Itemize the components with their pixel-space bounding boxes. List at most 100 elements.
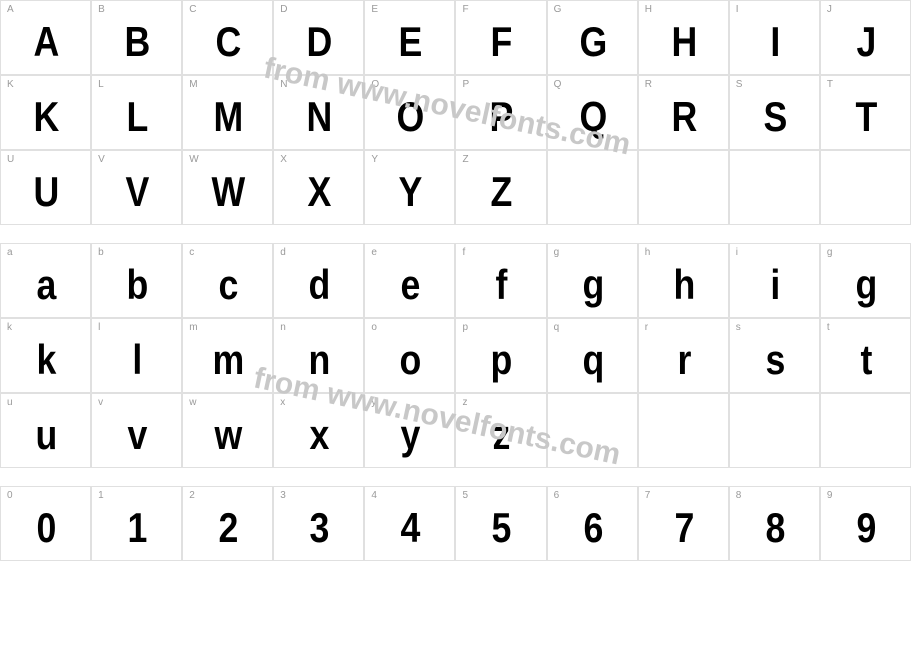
glyph-cell: LL xyxy=(91,75,182,150)
glyph-char: T xyxy=(833,80,899,138)
glyph-cell: vv xyxy=(91,393,182,468)
glyph-cell: QQ xyxy=(547,75,638,150)
glyph-label: l xyxy=(98,322,100,333)
glyph-char: h xyxy=(650,248,716,306)
glyph-char: i xyxy=(742,248,808,306)
glyph-cell xyxy=(729,150,820,225)
glyph-cell: PP xyxy=(455,75,546,150)
glyph-char: 1 xyxy=(104,491,170,549)
glyph-char: m xyxy=(195,323,261,381)
glyph-char: Y xyxy=(377,155,443,213)
glyph-char: 5 xyxy=(468,491,534,549)
glyph-char: I xyxy=(742,5,808,63)
glyph-char: s xyxy=(742,323,808,381)
glyph-char: 6 xyxy=(559,491,625,549)
glyph-cell: ww xyxy=(182,393,273,468)
glyph-cell: hh xyxy=(638,243,729,318)
glyph-cell xyxy=(547,393,638,468)
glyph-cell: BB xyxy=(91,0,182,75)
glyph-cell: 99 xyxy=(820,486,911,561)
glyph-label: a xyxy=(7,247,13,258)
glyph-cell: oo xyxy=(364,318,455,393)
glyph-cell: 77 xyxy=(638,486,729,561)
glyph-char: G xyxy=(559,5,625,63)
glyph-char: R xyxy=(650,80,716,138)
glyph-grid: 00112233445566778899 xyxy=(0,486,911,561)
glyph-char: c xyxy=(195,248,261,306)
glyph-char: V xyxy=(104,155,170,213)
glyph-label: g xyxy=(827,247,833,258)
glyph-char: H xyxy=(650,5,716,63)
glyph-char: P xyxy=(468,80,534,138)
glyph-char: 8 xyxy=(742,491,808,549)
glyph-cell: gg xyxy=(820,243,911,318)
glyph-label: r xyxy=(645,322,648,333)
glyph-cell: dd xyxy=(273,243,364,318)
glyph-cell: 11 xyxy=(91,486,182,561)
glyph-char xyxy=(650,155,716,171)
glyph-cell: 22 xyxy=(182,486,273,561)
glyph-cell: JJ xyxy=(820,0,911,75)
glyph-label: y xyxy=(371,397,376,408)
glyph-section: aabbccddeeffgghhiiggkkllmmnnooppqqrrsstt… xyxy=(0,243,911,468)
glyph-char: 0 xyxy=(13,491,79,549)
section-gap xyxy=(0,468,911,486)
glyph-char: y xyxy=(377,398,443,456)
glyph-label: 6 xyxy=(554,490,560,501)
glyph-cell: 44 xyxy=(364,486,455,561)
glyph-char: f xyxy=(468,248,534,306)
glyph-cell: WW xyxy=(182,150,273,225)
glyph-char xyxy=(650,398,716,414)
glyph-cell: mm xyxy=(182,318,273,393)
glyph-char xyxy=(742,398,808,414)
glyph-cell xyxy=(638,393,729,468)
glyph-char: k xyxy=(13,323,79,381)
glyph-char xyxy=(833,398,899,414)
glyph-cell: RR xyxy=(638,75,729,150)
glyph-cell xyxy=(638,150,729,225)
glyph-cell: KK xyxy=(0,75,91,150)
glyph-cell: ll xyxy=(91,318,182,393)
glyph-char: v xyxy=(104,398,170,456)
glyph-char: p xyxy=(468,323,534,381)
glyph-char: A xyxy=(13,5,79,63)
glyph-cell: OO xyxy=(364,75,455,150)
glyph-char: o xyxy=(377,323,443,381)
glyph-char: M xyxy=(195,80,261,138)
glyph-char: l xyxy=(104,323,170,381)
glyph-label: J xyxy=(827,4,832,15)
glyph-cell: YY xyxy=(364,150,455,225)
glyph-cell xyxy=(820,150,911,225)
glyph-cell: 88 xyxy=(729,486,820,561)
glyph-label: I xyxy=(736,4,739,15)
glyph-label: 7 xyxy=(645,490,651,501)
glyph-section: AABBCCDDEEFFGGHHIIJJKKLLMMNNOOPPQQRRSSTT… xyxy=(0,0,911,225)
glyph-cell xyxy=(547,150,638,225)
glyph-char: 9 xyxy=(833,491,899,549)
glyph-label: z xyxy=(462,397,467,408)
glyph-char: Z xyxy=(468,155,534,213)
character-map: AABBCCDDEEFFGGHHIIJJKKLLMMNNOOPPQQRRSSTT… xyxy=(0,0,911,561)
glyph-char: g xyxy=(833,248,899,306)
glyph-cell: UU xyxy=(0,150,91,225)
glyph-char xyxy=(833,155,899,171)
glyph-cell: kk xyxy=(0,318,91,393)
glyph-char: J xyxy=(833,5,899,63)
glyph-char: w xyxy=(195,398,261,456)
section-gap xyxy=(0,225,911,243)
glyph-cell: NN xyxy=(273,75,364,150)
glyph-char: N xyxy=(286,80,352,138)
glyph-cell: qq xyxy=(547,318,638,393)
glyph-cell: aa xyxy=(0,243,91,318)
glyph-char: W xyxy=(195,155,261,213)
glyph-section: 00112233445566778899 xyxy=(0,486,911,561)
glyph-cell: FF xyxy=(455,0,546,75)
glyph-char: K xyxy=(13,80,79,138)
glyph-char: L xyxy=(104,80,170,138)
glyph-cell: SS xyxy=(729,75,820,150)
glyph-cell: nn xyxy=(273,318,364,393)
glyph-char: D xyxy=(286,5,352,63)
glyph-cell: zz xyxy=(455,393,546,468)
glyph-char: g xyxy=(559,248,625,306)
glyph-char xyxy=(559,398,625,414)
